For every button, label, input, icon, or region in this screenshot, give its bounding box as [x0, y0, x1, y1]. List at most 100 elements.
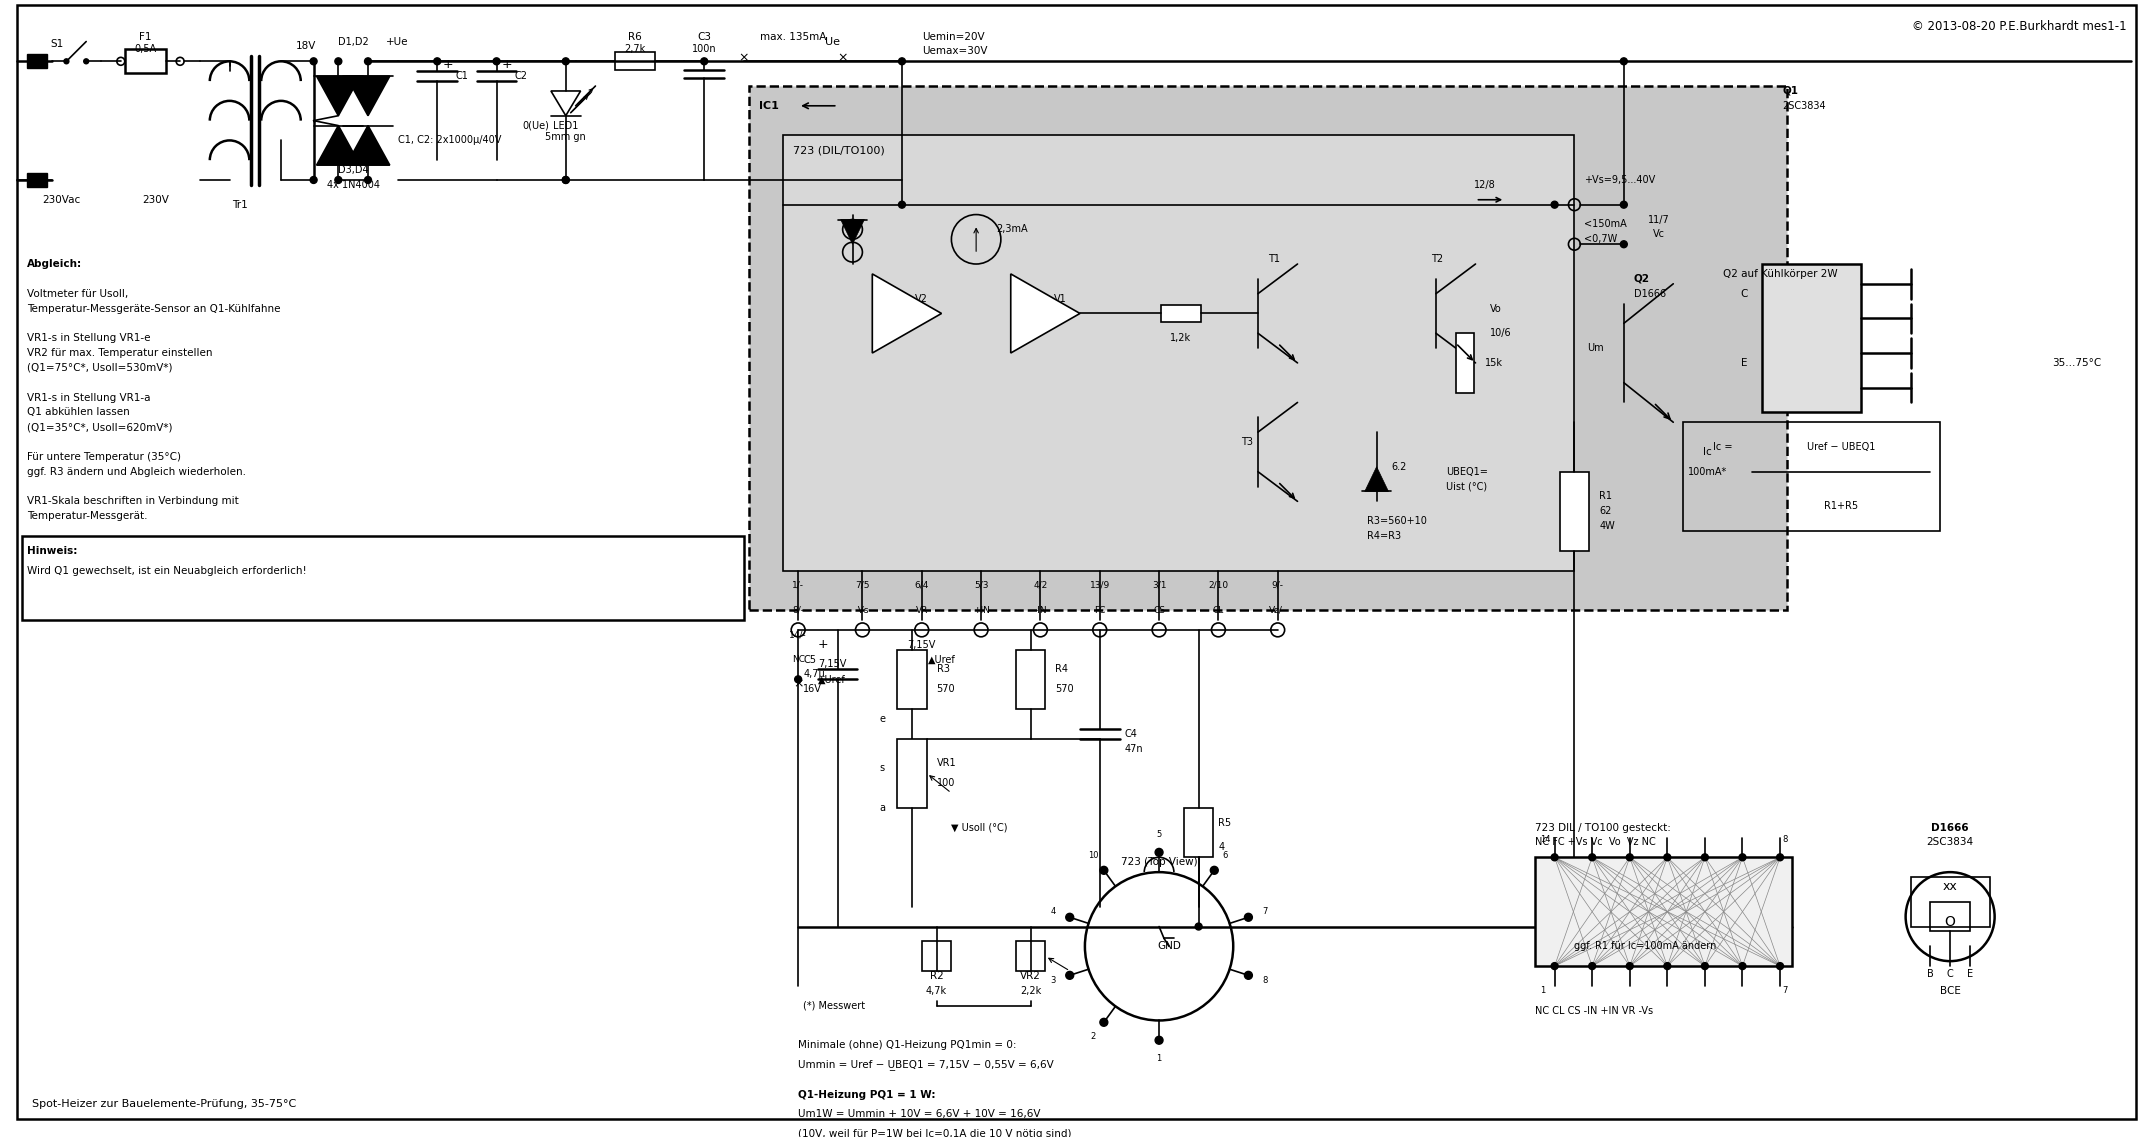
Text: (10V, weil für P=1W bei Ic=0,1A die 10 V nötig sind): (10V, weil für P=1W bei Ic=0,1A die 10 V… [799, 1129, 1072, 1137]
Text: Minimale (ohne) Q1-Heizung PQ1min = 0:: Minimale (ohne) Q1-Heizung PQ1min = 0: [799, 1040, 1016, 1051]
Circle shape [898, 201, 906, 208]
Text: +: + [818, 638, 827, 652]
Text: D1666: D1666 [1931, 823, 1970, 832]
Text: Ue: Ue [825, 36, 840, 47]
Text: Uist (°C): Uist (°C) [1447, 481, 1488, 491]
Text: 4/2: 4/2 [1033, 581, 1049, 590]
Bar [921, 941, 952, 971]
Text: BCE: BCE [1940, 986, 1961, 996]
Text: VR2 für max. Temperatur einstellen: VR2 für max. Temperatur einstellen [26, 348, 213, 358]
Text: E: E [1742, 358, 1748, 368]
Text: ×: × [838, 52, 848, 65]
Text: NC: NC [792, 655, 805, 664]
Bar [749, 86, 1787, 611]
Text: 2SC3834: 2SC3834 [1927, 838, 1974, 847]
Text: R3: R3 [937, 664, 949, 674]
Text: 0(Ue): 0(Ue) [523, 121, 549, 131]
Circle shape [1626, 854, 1634, 861]
Text: 4x 1N4004: 4x 1N4004 [327, 180, 379, 190]
Text: 723 (Top View): 723 (Top View) [1122, 857, 1197, 868]
Circle shape [493, 58, 499, 65]
Text: 2,7k: 2,7k [624, 44, 646, 55]
Polygon shape [1365, 466, 1389, 491]
Text: ×: × [792, 678, 803, 691]
Text: C1, C2: 2x1000µ/40V: C1, C2: 2x1000µ/40V [398, 135, 502, 146]
Text: -: - [1029, 323, 1033, 333]
Text: 2/10: 2/10 [1208, 581, 1229, 590]
Text: R6: R6 [629, 32, 642, 42]
Circle shape [1156, 848, 1163, 856]
Text: 10: 10 [1087, 852, 1098, 861]
Text: 11/7: 11/7 [1647, 215, 1669, 224]
Text: 230Vac: 230Vac [43, 194, 80, 205]
Text: 8: 8 [1783, 835, 1787, 844]
Text: C3: C3 [698, 32, 710, 42]
Text: 3/1: 3/1 [1152, 581, 1167, 590]
Text: Für untere Temperatur (35°C): Für untere Temperatur (35°C) [26, 451, 181, 462]
Text: VR1-s in Stellung VR1-a: VR1-s in Stellung VR1-a [26, 392, 151, 402]
Text: -IN: -IN [1033, 606, 1046, 615]
Text: Uemin=20V: Uemin=20V [921, 32, 984, 42]
Text: 570: 570 [1055, 684, 1074, 695]
Text: Vz/-: Vz/- [1268, 606, 1285, 615]
Circle shape [1550, 854, 1559, 861]
Text: e: e [878, 714, 885, 724]
Circle shape [1621, 58, 1628, 65]
Text: 723 (DIL/TO100): 723 (DIL/TO100) [792, 146, 885, 156]
Circle shape [336, 58, 342, 65]
Text: -Vs: -Vs [855, 606, 870, 615]
Text: VR2: VR2 [1021, 971, 1040, 981]
Text: 4,7µ: 4,7µ [803, 670, 825, 680]
Text: Q2: Q2 [1634, 274, 1649, 284]
Polygon shape [840, 219, 863, 244]
Text: <150mA: <150mA [1585, 219, 1628, 230]
Text: NC FC +Vs Vc  Vo  Vz NC: NC FC +Vs Vc Vo Vz NC [1535, 838, 1656, 847]
Text: Q1 abkühlen lassen: Q1 abkühlen lassen [26, 407, 129, 417]
Text: T2: T2 [1432, 254, 1443, 264]
Text: T1: T1 [1268, 254, 1279, 264]
Text: 4W: 4W [1600, 521, 1615, 531]
Text: <0,7W: <0,7W [1585, 234, 1617, 244]
Circle shape [562, 176, 568, 183]
Bar [1016, 941, 1046, 971]
Text: 1: 1 [1156, 1054, 1163, 1063]
Text: VR1-Skala beschriften in Verbindung mit: VR1-Skala beschriften in Verbindung mit [26, 497, 239, 506]
Circle shape [433, 58, 441, 65]
Text: (*) Messwert: (*) Messwert [803, 1001, 866, 1011]
Circle shape [1740, 963, 1746, 970]
Text: Abgleich:: Abgleich: [26, 259, 82, 269]
Text: F1: F1 [140, 32, 151, 42]
Text: Vo: Vo [1490, 304, 1503, 314]
Text: V1: V1 [1053, 293, 1066, 304]
Text: O: O [1944, 914, 1955, 929]
Text: 13/9: 13/9 [1089, 581, 1109, 590]
Bar [1910, 877, 1989, 927]
Text: 62: 62 [1600, 506, 1610, 516]
Bar [1763, 264, 1860, 413]
Text: LED1: LED1 [553, 121, 579, 131]
Polygon shape [872, 274, 941, 352]
Text: C5: C5 [803, 655, 816, 664]
Text: Temperatur-Messgerät.: Temperatur-Messgerät. [26, 512, 146, 521]
Text: CS: CS [1154, 606, 1165, 615]
Bar [616, 52, 655, 70]
Text: +: + [502, 58, 512, 70]
Text: 230V: 230V [142, 194, 168, 205]
Text: +Ue: +Ue [385, 36, 409, 47]
Text: 7,15V: 7,15V [909, 640, 937, 649]
Text: IC1: IC1 [758, 101, 779, 110]
Text: C4: C4 [1124, 729, 1137, 739]
Text: Um: Um [1587, 343, 1604, 354]
Circle shape [1210, 866, 1219, 874]
Text: +IN: +IN [973, 606, 990, 615]
Text: 35...75°C: 35...75°C [2052, 358, 2101, 368]
Bar [1684, 422, 1940, 531]
Text: Uref − UBEQ1: Uref − UBEQ1 [1806, 442, 1875, 451]
Text: max. 135mA: max. 135mA [760, 32, 827, 42]
Bar [1535, 857, 1791, 966]
Text: Spot-Heizer zur Bauelemente-Prüfung, 35-75°C: Spot-Heizer zur Bauelemente-Prüfung, 35-… [32, 1099, 297, 1110]
Bar [1160, 305, 1201, 323]
Text: +: + [891, 293, 902, 304]
Text: (Q1=75°C*, Usoll=530mV*): (Q1=75°C*, Usoll=530mV*) [26, 363, 172, 373]
Circle shape [1066, 913, 1074, 921]
